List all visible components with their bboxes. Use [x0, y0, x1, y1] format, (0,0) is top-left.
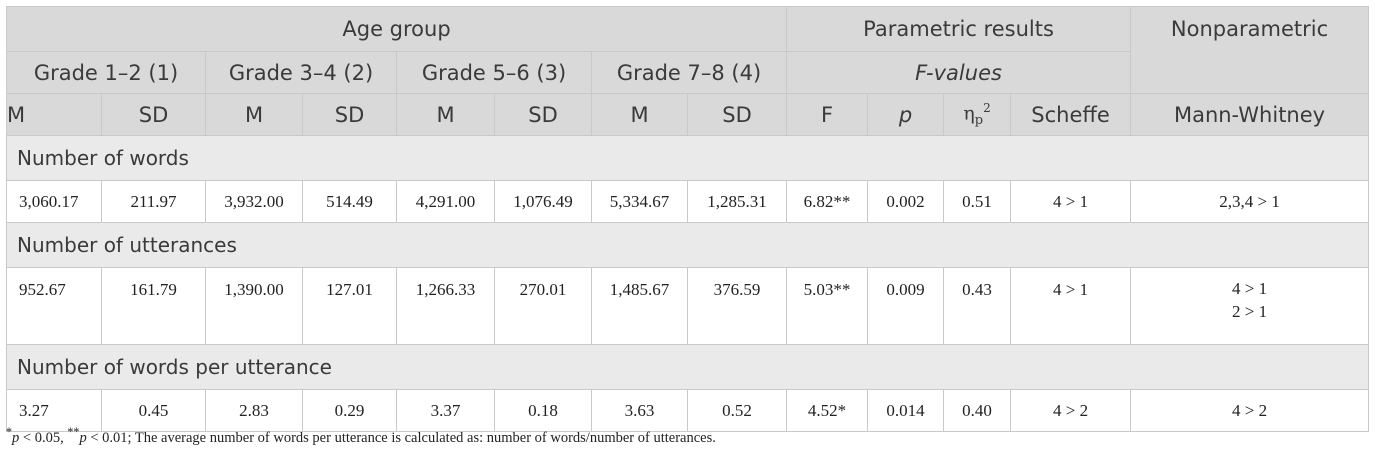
- table-cell: 0.014: [867, 389, 945, 432]
- col-sd-grade-7-8: SD: [686, 93, 788, 136]
- table-cell: 4.52*: [786, 389, 869, 432]
- table-cell: 5,334.67: [591, 180, 688, 223]
- table-cell: 1,390.00: [205, 267, 303, 345]
- mann-whitney-line: 4 > 1: [1231, 279, 1268, 298]
- table-cell: 4 > 1: [1010, 180, 1132, 223]
- table-cell: 1,076.49: [494, 180, 592, 223]
- grade-3-4-header: Grade 3–4 (2): [205, 51, 397, 94]
- col-f: F: [786, 93, 869, 136]
- table-cell: 0.43: [943, 267, 1012, 345]
- table-cell: 0.51: [943, 180, 1012, 223]
- grade-1-2-header: Grade 1–2 (1): [6, 51, 206, 94]
- table-cell: 161.79: [101, 267, 206, 345]
- col-mann-whitney: Mann-Whitney: [1130, 93, 1370, 136]
- table-cell: 1,266.33: [396, 267, 495, 345]
- table-cell: 4 > 2: [1130, 389, 1370, 432]
- table-cell: 376.59: [686, 267, 788, 345]
- table-cell: 0.29: [302, 389, 397, 432]
- table-cell: 514.49: [302, 180, 397, 223]
- col-m-grade-7-8: M: [591, 93, 688, 136]
- table-row: 3.27 0.45 2.83 0.29 3.37 0.18 3.63 0.52 …: [6, 389, 1370, 432]
- table-cell: 952.67: [6, 267, 102, 345]
- table-cell: 3,932.00: [205, 180, 303, 223]
- table-cell: 0.40: [943, 389, 1012, 432]
- col-sd-grade-5-6: SD: [494, 93, 592, 136]
- table-cell: 1,485.67: [591, 267, 688, 345]
- table-row: 952.67 161.79 1,390.00 127.01 1,266.33 2…: [6, 267, 1370, 345]
- section-title-utterances: Number of utterances: [5, 222, 1370, 268]
- results-table: Age group Parametric results Nonparametr…: [5, 6, 1370, 432]
- table-cell: 0.52: [686, 389, 788, 432]
- col-eta-squared: ηp2: [943, 93, 1012, 136]
- nonparametric-header: Nonparametric: [1130, 6, 1370, 94]
- table-cell: 4 > 1: [1010, 267, 1132, 345]
- section-title-words-per-utterance: Number of words per utterance: [5, 344, 1370, 390]
- col-sd-grade-1-2: SD: [101, 93, 206, 136]
- table-cell: 3.27: [6, 389, 102, 432]
- table-cell: 0.18: [494, 389, 592, 432]
- table-cell: 0.009: [867, 267, 945, 345]
- table-cell: 2,3,4 > 1: [1130, 180, 1370, 223]
- table-cell: 4,291.00: [396, 180, 495, 223]
- grade-7-8-header: Grade 7–8 (4): [590, 51, 788, 94]
- table-cell: 1,285.31: [686, 180, 788, 223]
- table-cell: 5.03**: [786, 267, 869, 345]
- col-sd-grade-3-4: SD: [302, 93, 397, 136]
- table-cell: 6.82**: [786, 180, 869, 223]
- col-m-grade-3-4: M: [205, 93, 303, 136]
- table-cell: 127.01: [302, 267, 397, 345]
- section-title-words: Number of words: [5, 135, 1370, 181]
- table-cell: 3.37: [396, 389, 495, 432]
- table-cell: 4 > 1 2 > 1: [1130, 267, 1370, 345]
- table-footnote: *p < 0.05, **p < 0.01; The average numbe…: [6, 425, 716, 446]
- table-cell: 270.01: [494, 267, 592, 345]
- f-values-header: F-values: [786, 51, 1132, 94]
- col-m-grade-5-6: M: [396, 93, 495, 136]
- table-cell: 211.97: [101, 180, 206, 223]
- grade-5-6-header: Grade 5–6 (3): [396, 51, 592, 94]
- col-p: p: [867, 93, 945, 136]
- parametric-results-header: Parametric results: [786, 6, 1132, 52]
- table-cell: 0.002: [867, 180, 945, 223]
- mann-whitney-line: 2 > 1: [1231, 302, 1268, 321]
- table-cell: 3,060.17: [6, 180, 102, 223]
- age-group-header: Age group: [5, 6, 788, 52]
- col-m-grade-1-2: M: [6, 93, 102, 136]
- table-cell: 2.83: [205, 389, 303, 432]
- table-cell: 3.63: [591, 389, 688, 432]
- table-row: 3,060.17 211.97 3,932.00 514.49 4,291.00…: [6, 180, 1370, 223]
- table-cell: 4 > 2: [1010, 389, 1132, 432]
- col-scheffe: Scheffe: [1010, 93, 1132, 136]
